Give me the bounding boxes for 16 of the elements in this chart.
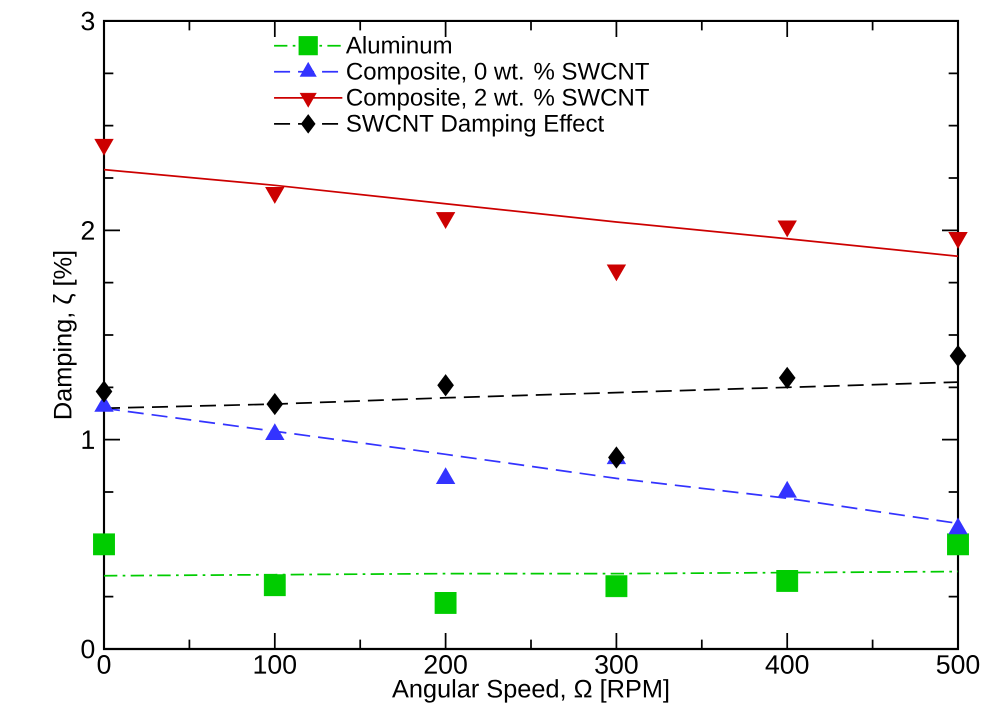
x-tick-label: 400 <box>766 655 808 674</box>
x-tick-label: 200 <box>424 655 467 674</box>
legend-label: SWCNT Damping Effect <box>346 114 604 137</box>
x-tick-label: 0 <box>98 655 110 674</box>
y-axis-title: Damping, ζ [%] <box>53 252 77 418</box>
y-tick-label: 0 <box>82 640 94 658</box>
x-tick-label: 500 <box>936 655 980 674</box>
legend-label: Composite, 0 wt. % SWCNT <box>347 62 649 84</box>
x-tick-label: 100 <box>254 655 296 674</box>
y-tick-label: 2 <box>82 221 94 240</box>
legend-label: Aluminum <box>346 36 451 54</box>
y-tick-label: 3 <box>81 12 94 30</box>
y-tick-label: 1 <box>82 430 94 449</box>
x-tick-label: 300 <box>595 655 638 674</box>
legend-label: Composite, 2 wt. % SWCNT <box>347 88 649 110</box>
x-axis-title: Angular Speed, Ω [RPM] <box>392 679 668 703</box>
